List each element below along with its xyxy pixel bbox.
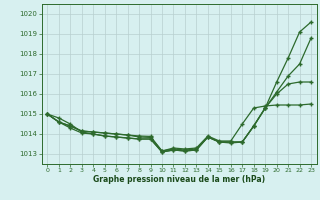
X-axis label: Graphe pression niveau de la mer (hPa): Graphe pression niveau de la mer (hPa) (93, 175, 265, 184)
